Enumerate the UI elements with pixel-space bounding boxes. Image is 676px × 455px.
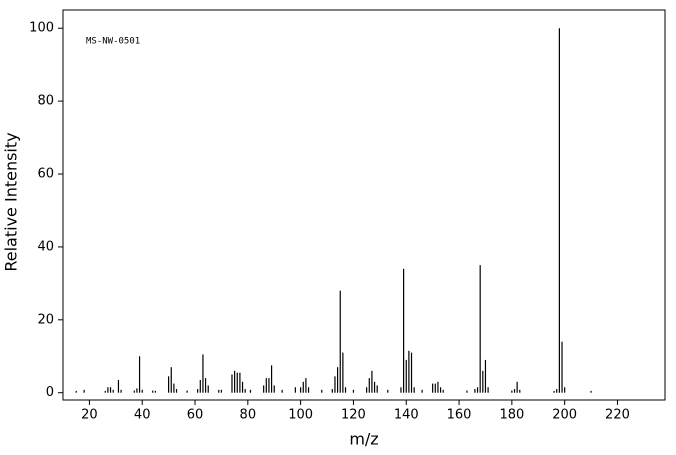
y-tick-label: 60 <box>37 167 54 182</box>
annotation: MS-NW-0501 <box>86 37 140 47</box>
y-tick-label: 100 <box>29 21 54 36</box>
y-tick-label: 80 <box>37 94 54 109</box>
plot-frame <box>62 9 666 401</box>
x-tick-label: 200 <box>552 408 577 423</box>
y-tick-label: 40 <box>37 239 54 254</box>
x-tick-label: 100 <box>288 408 313 423</box>
x-tick-label: 80 <box>240 408 257 423</box>
x-tick-label: 180 <box>499 408 524 423</box>
x-tick-label: 140 <box>394 408 419 423</box>
y-tick-label: 20 <box>37 312 54 327</box>
x-tick-label: 60 <box>187 408 204 423</box>
x-tick-label: 220 <box>605 408 630 423</box>
x-axis-title: m/z <box>349 430 378 449</box>
y-tick-label: 0 <box>46 385 54 400</box>
x-tick-label: 40 <box>134 408 151 423</box>
x-tick-label: 120 <box>341 408 366 423</box>
y-axis-title: Relative Intensity <box>2 132 21 271</box>
x-tick-label: 20 <box>81 408 98 423</box>
x-tick-label: 160 <box>447 408 472 423</box>
